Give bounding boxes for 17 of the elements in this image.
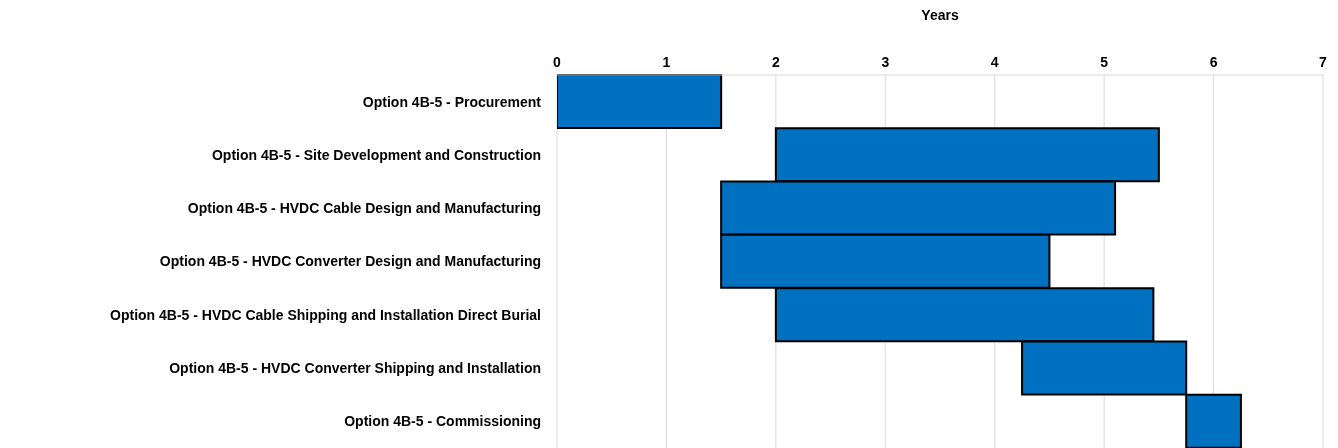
y-tick-label: Option 4B-5 - HVDC Converter Shipping and Installation <box>169 360 541 377</box>
y-tick-label: Option 4B-5 - HVDC Cable Shipping and Installation Direct Burial <box>110 306 541 323</box>
x-tick-label: 6 <box>1209 54 1218 70</box>
x-tick-label: 0 <box>553 54 562 70</box>
y-tick-label: Option 4B-5 - Site Development and Construction <box>211 146 541 163</box>
x-tick-label: 7 <box>1319 54 1328 70</box>
x-tick-label: 3 <box>881 54 890 70</box>
y-tick-label: Option 4B-5 - HVDC Cable Design and Manufacturing <box>187 200 541 217</box>
bar <box>557 74 723 129</box>
x-axis-title: Years <box>921 6 959 23</box>
x-tick-label: 1 <box>662 54 671 70</box>
x-tick-label: 5 <box>1100 54 1109 70</box>
x-tick-label: 4 <box>990 54 999 70</box>
x-tick-label: 2 <box>771 54 780 70</box>
y-tick-label: Option 4B-5 - HVDC Converter Design and Manufacturing <box>159 253 541 270</box>
y-tick-label: Option 4B-5 - Commissioning <box>344 413 541 430</box>
y-tick-label: Option 4B-5 - Procurement <box>362 93 542 110</box>
